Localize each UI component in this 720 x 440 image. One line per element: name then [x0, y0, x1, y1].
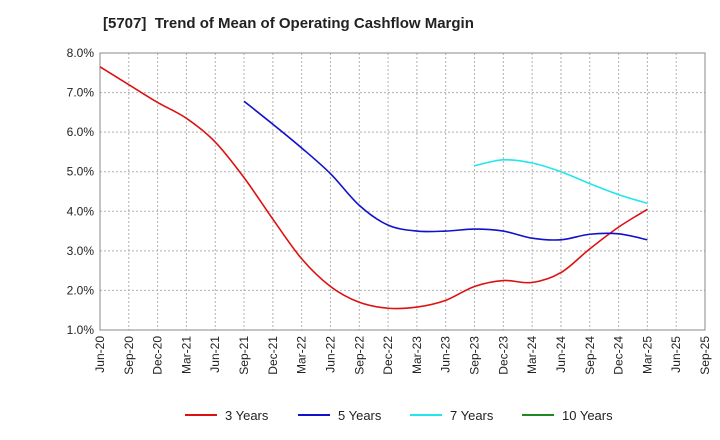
x-tick-label: Mar-24: [525, 336, 539, 374]
y-tick-label: 6.0%: [67, 125, 95, 139]
series-line-3-years: [99, 66, 648, 310]
x-tick-label: Jun-21: [208, 336, 222, 373]
x-tick-label: Jun-23: [439, 336, 453, 373]
x-tick-label: Dec-23: [496, 336, 510, 375]
x-tick-label: Sep-23: [468, 336, 482, 375]
y-tick-label: 7.0%: [67, 86, 95, 100]
x-tick-label: Dec-22: [381, 336, 395, 375]
y-tick-label: 1.0%: [67, 323, 95, 337]
y-tick-label: 8.0%: [67, 46, 95, 60]
x-tick-label: Jun-20: [93, 336, 107, 373]
legend-label-3-years: 3 Years: [225, 408, 269, 423]
x-tick-label: Sep-20: [122, 336, 136, 375]
x-tick-label: Mar-23: [410, 336, 424, 374]
legend-label-7-years: 7 Years: [450, 408, 494, 423]
legend-label-5-years: 5 Years: [338, 408, 382, 423]
x-tick-label: Mar-25: [640, 336, 654, 374]
x-tick-label: Sep-21: [237, 336, 251, 375]
x-tick-label: Jun-24: [554, 336, 568, 373]
legend: 3 Years 5 Years 7 Years 10 Years: [185, 408, 613, 423]
legend-label-10-years: 10 Years: [562, 408, 613, 423]
x-axis-ticks: Jun-20 Sep-20 Dec-20 Mar-21 Jun-21 Sep-21 Dec-…: [93, 336, 712, 375]
x-tick-label: Dec-21: [266, 336, 280, 375]
y-axis-ticks: 1.0% 2.0% 3.0% 4.0% 5.0% 6.0% 7.0% 8.0%: [67, 46, 95, 337]
x-tick-label: Mar-22: [295, 336, 309, 374]
y-tick-label: 2.0%: [67, 283, 95, 297]
y-tick-label: 3.0%: [67, 244, 95, 258]
x-tick-label: Sep-22: [352, 336, 366, 375]
chart-title: [5707] Trend of Mean of Operating Cashfl…: [103, 15, 474, 32]
y-tick-label: 4.0%: [67, 204, 95, 218]
series-line-5-years: [243, 100, 648, 241]
x-tick-label: Sep-24: [583, 336, 597, 375]
series-lines: [99, 66, 648, 310]
y-tick-label: 5.0%: [67, 165, 95, 179]
plot-frame: [99, 52, 706, 331]
series-line-7-years: [474, 158, 648, 205]
x-tick-label: Jun-25: [669, 336, 683, 373]
x-tick-label: Dec-24: [612, 336, 626, 375]
x-tick-label: Sep-25: [698, 336, 712, 375]
x-tick-label: Mar-21: [179, 336, 193, 374]
x-tick-label: Jun-22: [323, 336, 337, 373]
grid: [99, 52, 706, 331]
x-tick-label: Dec-20: [151, 336, 165, 375]
